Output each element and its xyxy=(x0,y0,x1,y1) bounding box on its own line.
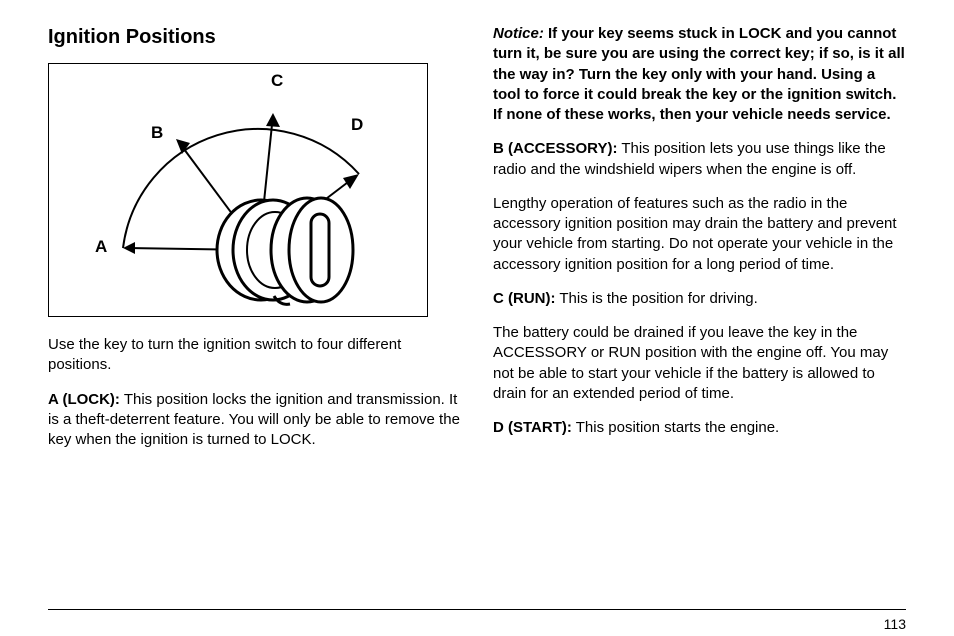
c-term: C (RUN): xyxy=(493,290,555,307)
diagram-label-b: B xyxy=(151,122,163,145)
d-term: D (START): xyxy=(493,419,572,436)
left-column: Ignition Positions xyxy=(48,24,461,584)
notice-paragraph: Notice: If your key seems stuck in LOCK … xyxy=(493,24,906,125)
footer-rule xyxy=(48,609,906,610)
page-number: 113 xyxy=(884,616,906,632)
diagram-svg xyxy=(49,64,429,318)
a-lock-paragraph: A (LOCK): This position locks the igniti… xyxy=(48,390,461,451)
page-content: Ignition Positions xyxy=(48,24,906,584)
c-run-paragraph: C (RUN): This is the position for drivin… xyxy=(493,289,906,309)
notice-label: Notice: xyxy=(493,25,544,42)
d-start-paragraph: D (START): This position starts the engi… xyxy=(493,418,906,438)
diagram-label-d: D xyxy=(351,114,363,137)
ignition-diagram: A B C D xyxy=(48,63,428,317)
notice-text: If your key seems stuck in LOCK and you … xyxy=(493,25,905,123)
section-heading: Ignition Positions xyxy=(48,24,461,51)
right-column: Notice: If your key seems stuck in LOCK … xyxy=(493,24,906,584)
b-extra-paragraph: Lengthy operation of features such as th… xyxy=(493,194,906,275)
c-text: This is the position for driving. xyxy=(555,290,757,307)
b-accessory-paragraph: B (ACCESSORY): This position lets you us… xyxy=(493,139,906,180)
d-text: This position starts the engine. xyxy=(572,419,779,436)
diagram-label-a: A xyxy=(95,236,107,259)
intro-text: Use the key to turn the ignition switch … xyxy=(48,335,461,376)
c-extra-paragraph: The battery could be drained if you leav… xyxy=(493,323,906,404)
b-term: B (ACCESSORY): xyxy=(493,140,617,157)
a-lock-term: A (LOCK): xyxy=(48,391,120,408)
diagram-label-c: C xyxy=(271,70,283,93)
